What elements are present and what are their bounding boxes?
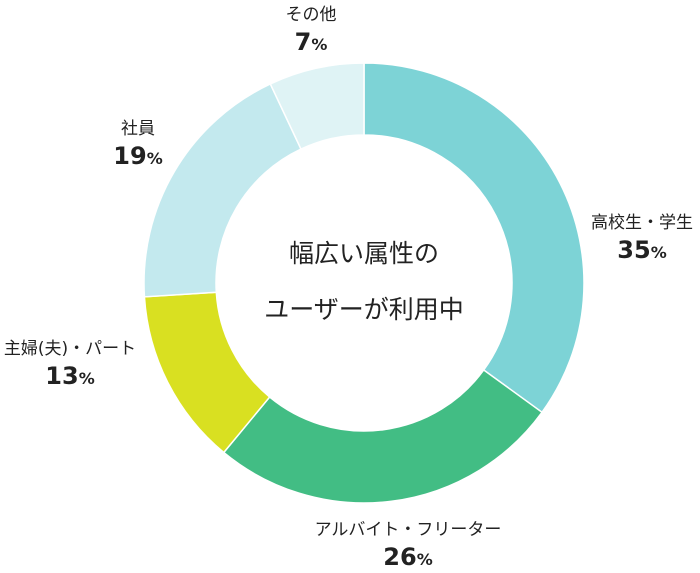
center-line-2: ユーザーが利用中	[264, 295, 464, 324]
slice-value-4: 19%	[113, 142, 162, 170]
slice-label-3: 主婦(夫)・パート	[4, 339, 136, 359]
slice-label-4: 社員	[121, 119, 155, 139]
slice-value-3: 13%	[45, 362, 94, 390]
slice-labels: 高校生・学生 35% アルバイト・フリーター 26% 主婦(夫)・パート 13% 社員 19%…	[4, 5, 693, 571]
donut-slices	[143, 62, 585, 504]
slice-label-5: その他	[286, 5, 337, 25]
slice-label-2: アルバイト・フリーター	[315, 520, 502, 540]
slice-4	[143, 82, 302, 298]
slice-5	[269, 62, 365, 151]
slice-label-1: 高校生・学生	[591, 213, 693, 233]
slice-value-1: 35%	[617, 236, 666, 264]
slice-value-5: 7%	[295, 28, 328, 56]
center-line-1: 幅広い属性の	[289, 239, 439, 268]
slice-value-2: 26%	[383, 543, 432, 571]
slice-1	[363, 62, 585, 414]
slice-2	[222, 368, 544, 504]
